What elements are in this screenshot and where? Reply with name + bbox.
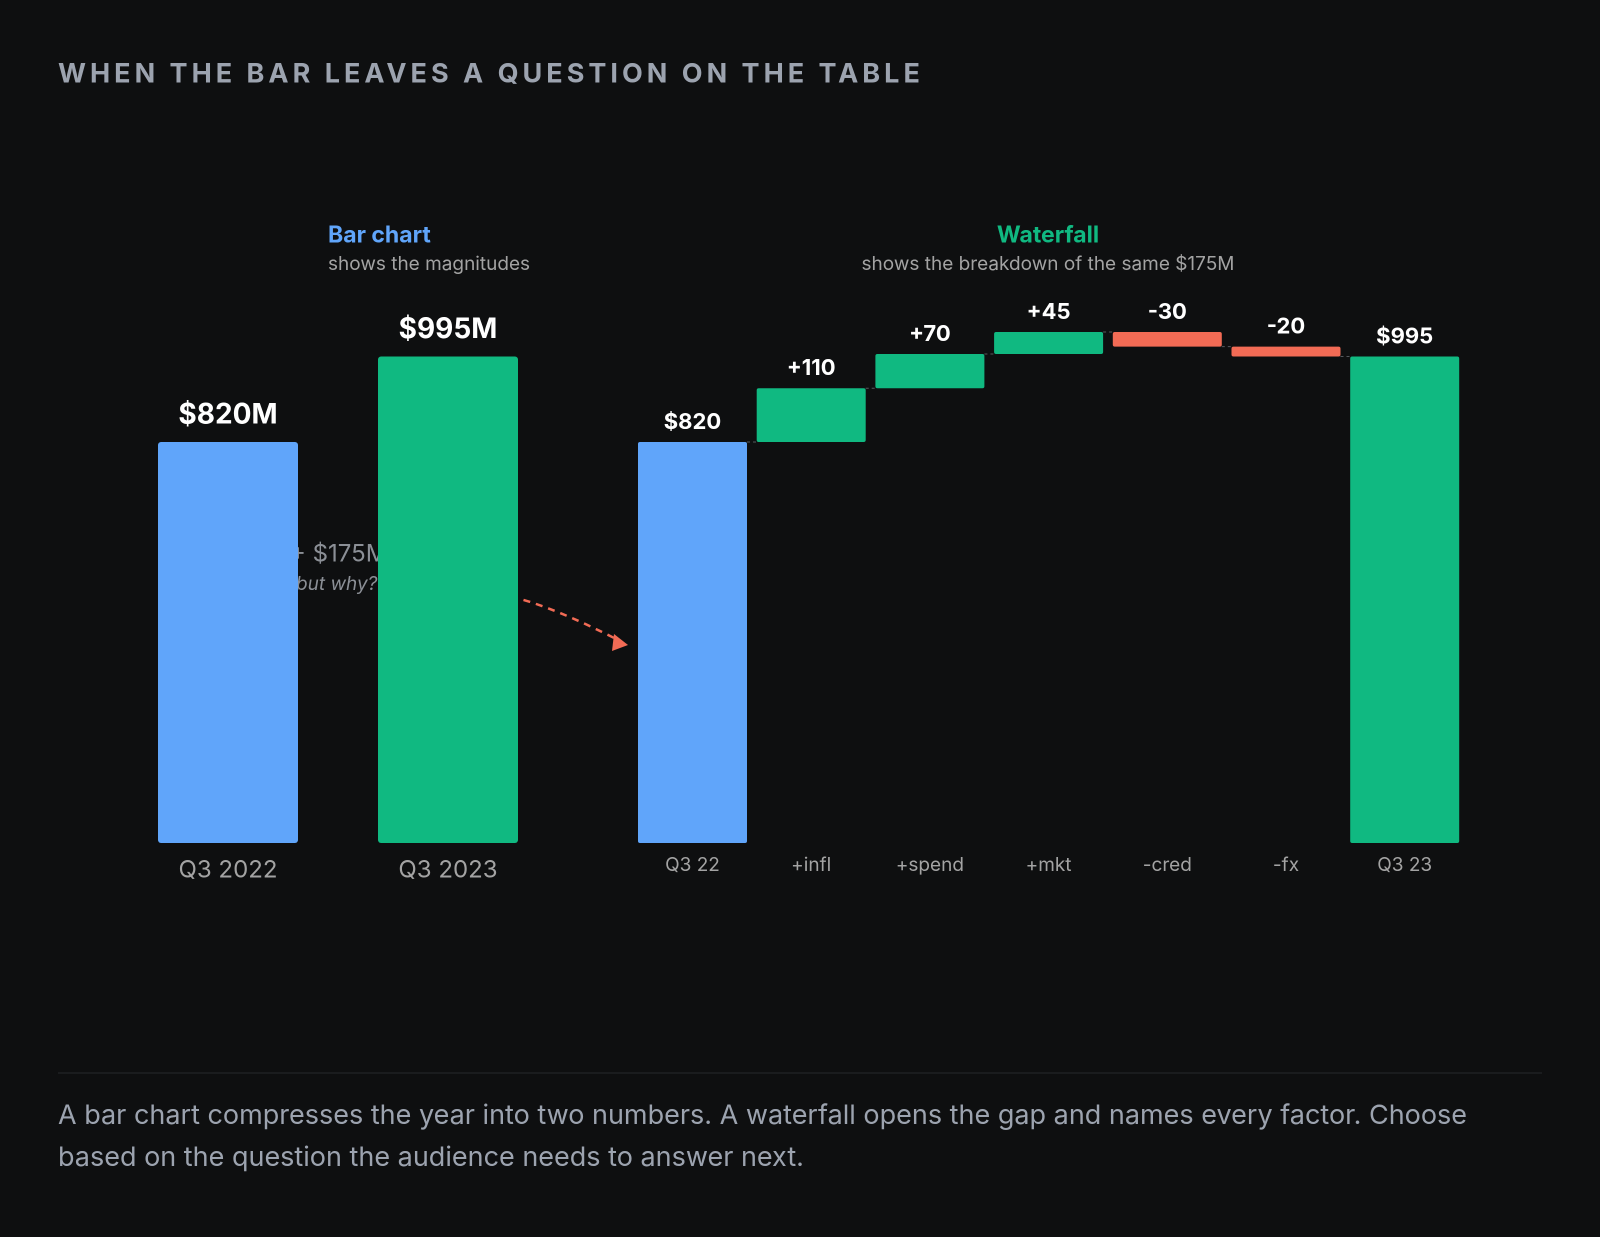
value-label: $995M: [399, 311, 498, 345]
value-label: $820: [664, 409, 721, 435]
bar: [378, 356, 518, 843]
x-tick-label: -fx: [1273, 853, 1299, 876]
bar: [756, 388, 866, 443]
bar: [638, 442, 747, 843]
annotation: but why?: [296, 572, 378, 595]
value-label: +70: [909, 321, 951, 347]
x-tick-label: +infl: [791, 853, 831, 876]
bar: [1112, 331, 1222, 347]
chart-title: Waterfall: [997, 220, 1099, 248]
x-tick-label: Q3 2023: [398, 855, 497, 884]
caption: A bar chart compresses the year into two…: [58, 1098, 1468, 1173]
bar: [1350, 356, 1460, 843]
chart-subtitle: shows the magnitudes: [328, 252, 530, 275]
bar: [994, 331, 1104, 354]
value-label: -30: [1148, 299, 1187, 325]
x-tick-label: -cred: [1143, 853, 1192, 876]
x-tick-label: +spend: [896, 853, 964, 876]
value-label: +45: [1027, 299, 1071, 325]
value-label: -20: [1267, 314, 1306, 340]
x-tick-label: +mkt: [1026, 853, 1072, 876]
bar: [158, 442, 298, 843]
value-label: $820M: [178, 397, 277, 431]
x-tick-label: Q3 22: [665, 853, 720, 876]
bar: [875, 354, 985, 389]
value-label: +110: [787, 355, 836, 381]
chart-subtitle: shows the breakdown of the same $175M: [862, 252, 1235, 275]
annotation: + $175M: [290, 539, 387, 568]
arrow-head: [612, 634, 628, 651]
bar: [1231, 346, 1341, 357]
page-title: WHEN THE BAR LEAVES A QUESTION ON THE TA…: [58, 56, 924, 89]
x-tick-label: Q3 23: [1377, 853, 1432, 876]
value-label: $995: [1376, 323, 1433, 349]
chart-title: Bar chart: [328, 220, 431, 248]
x-tick-label: Q3 2022: [179, 855, 278, 884]
